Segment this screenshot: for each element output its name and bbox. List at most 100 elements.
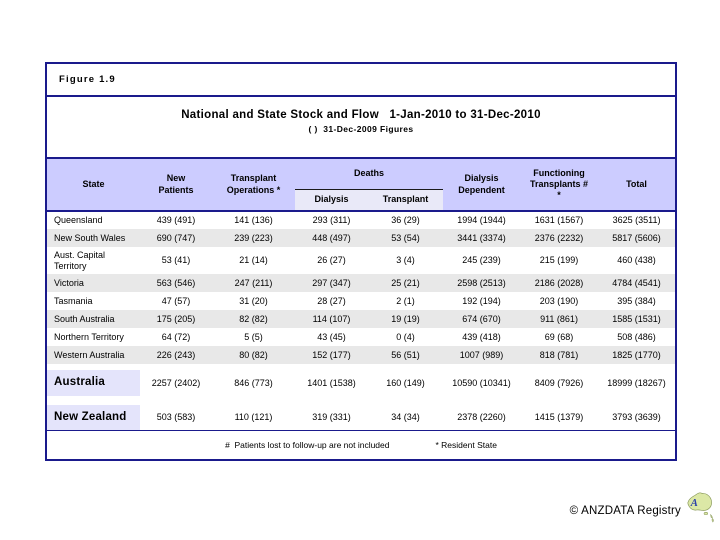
table-row-queensland: Queensland 439 (491) 141 (136) 293 (311)… (47, 211, 675, 229)
table-cell: 2378 (2260) (457, 412, 506, 423)
table-cell: 43 (45) (317, 331, 346, 342)
row-label: Victoria (47, 274, 140, 292)
table-cell: 47 (57) (161, 295, 191, 306)
table-cell: 5817 (5606) (598, 229, 676, 247)
table-cell: 448 (497) (295, 229, 368, 247)
table-cell: 0 (4) (396, 331, 415, 342)
stock-flow-table: State New Patients Transplant Operations… (47, 159, 676, 430)
slide-subtitle: ( ) 31-Dec-2009 Figures (308, 124, 414, 134)
col-header-total: Total (598, 159, 676, 212)
table-cell: 8409 (7926) (534, 377, 584, 388)
footnote-row: # Patients lost to follow-up are not inc… (47, 430, 675, 459)
table-cell: 82 (82) (212, 310, 295, 328)
table-cell: 26 (27) (317, 255, 346, 266)
table-cell: 395 (384) (617, 295, 656, 306)
table-cell: 2257 (2402) (151, 377, 201, 388)
table-cell: 36 (29) (391, 215, 420, 226)
spacer-row (47, 396, 675, 405)
row-label: Queensland (54, 215, 103, 226)
table-row-western-australia: Western Australia 226 (243) 80 (82) 152 … (47, 346, 676, 364)
table-row-new-south-wales: New South Wales 690 (747) 239 (223) 448 … (47, 229, 676, 247)
footnote-asterisk: * Resident State (435, 440, 497, 450)
table-cell: 226 (243) (140, 346, 212, 364)
table-row-tasmania: Tasmania 47 (57) 31 (20) 28 (27) 2 (1) 1… (47, 292, 675, 310)
table-cell: 34 (34) (391, 412, 420, 423)
table-body: Queensland 439 (491) 141 (136) 293 (311)… (47, 211, 676, 430)
table-row-northern-territory: Northern Territory 64 (72) 5 (5) 43 (45)… (47, 328, 675, 346)
table-cell: 439 (418) (462, 331, 501, 342)
table-cell: 114 (107) (295, 310, 368, 328)
table-cell: 64 (72) (161, 331, 191, 342)
row-label: New Zealand (47, 405, 140, 430)
table-cell: 3441 (3374) (443, 229, 521, 247)
row-label: Australia (47, 370, 140, 396)
col-header-functioning-transplants: Functioning Transplants # * (520, 159, 599, 212)
table-cell: 1825 (1770) (598, 346, 676, 364)
table-row-aust-capital-territory: Aust. Capital Territory 53 (41) 21 (14) … (47, 247, 675, 274)
table-cell: 19 (19) (368, 310, 444, 328)
table-cell: 25 (21) (368, 274, 444, 292)
table-cell: 28 (27) (317, 295, 346, 306)
table-cell: 245 (239) (462, 255, 501, 266)
row-label: Western Australia (47, 346, 140, 364)
figure-box: Figure 1.9 National and State Stock and … (45, 62, 677, 461)
table-cell: 175 (205) (140, 310, 212, 328)
svg-text:A: A (690, 498, 698, 509)
slide-title: National and State Stock and Flow 1-Jan-… (181, 109, 541, 121)
table-cell: 80 (82) (212, 346, 295, 364)
table-cell: 53 (54) (368, 229, 444, 247)
table-cell: 56 (51) (368, 346, 444, 364)
credit-text: © ANZDATA Registry (569, 505, 681, 517)
table-cell: 53 (41) (161, 255, 191, 266)
table-cell: 2186 (2028) (520, 274, 599, 292)
table-cell: 1007 (989) (443, 346, 521, 364)
table-cell: 21 (14) (239, 255, 268, 266)
table-cell: 2598 (2513) (443, 274, 521, 292)
table-cell: 460 (438) (617, 255, 656, 266)
col-header-deaths: Deaths (295, 159, 444, 190)
col-header-deaths-transplant: Transplant (368, 189, 444, 212)
col-header-dialysis-dependent: Dialysis Dependent (443, 159, 521, 212)
table-cell: 297 (347) (295, 274, 368, 292)
table-cell: 141 (136) (234, 215, 273, 226)
table-cell: 319 (331) (312, 412, 351, 423)
row-label: New South Wales (47, 229, 140, 247)
table-cell: 911 (861) (520, 310, 599, 328)
table-cell: 3793 (3639) (612, 412, 661, 423)
table-cell: 2376 (2232) (520, 229, 599, 247)
table-cell: 160 (149) (386, 377, 425, 388)
table-cell: 3 (4) (396, 255, 415, 266)
anzdata-logo-icon: A (687, 492, 714, 523)
table-cell: 439 (491) (156, 215, 196, 226)
table-cell: 18999 (18267) (607, 377, 666, 388)
table-cell: 690 (747) (140, 229, 212, 247)
table-cell: 5 (5) (244, 331, 263, 342)
footnote-hash: # Patients lost to follow-up are not inc… (225, 440, 390, 450)
col-header-new-patients: New Patients (140, 159, 212, 212)
table-row-victoria: Victoria 563 (546) 247 (211) 297 (347) 2… (47, 274, 676, 292)
table-cell: 110 (121) (234, 412, 273, 423)
row-label: Aust. Capital Territory (54, 249, 106, 271)
title-block: National and State Stock and Flow 1-Jan-… (47, 97, 675, 159)
table-cell: 503 (583) (156, 412, 196, 423)
table-cell: 215 (199) (539, 255, 579, 266)
figure-label: Figure 1.9 (47, 64, 675, 97)
col-header-transplant-operations: Transplant Operations * (212, 159, 295, 212)
table-cell: 247 (211) (212, 274, 295, 292)
table-cell: 846 (773) (234, 377, 273, 388)
table-header: State New Patients Transplant Operations… (47, 159, 676, 212)
table-row-australia-total: Australia 2257 (2402) 846 (773) 1401 (15… (47, 370, 675, 396)
col-header-deaths-dialysis: Dialysis (295, 189, 368, 212)
table-cell: 674 (670) (443, 310, 521, 328)
table-cell: 508 (486) (617, 331, 656, 342)
table-cell: 1585 (1531) (598, 310, 676, 328)
table-cell: 1401 (1538) (307, 377, 356, 388)
table-cell: 239 (223) (212, 229, 295, 247)
table-cell: 192 (194) (462, 295, 501, 306)
table-cell: 203 (190) (539, 295, 579, 306)
table-cell: 2 (1) (396, 295, 415, 306)
table-cell: 818 (781) (520, 346, 599, 364)
table-cell: 293 (311) (312, 215, 351, 226)
table-cell: 1994 (1944) (457, 215, 506, 226)
table-cell: 563 (546) (140, 274, 212, 292)
